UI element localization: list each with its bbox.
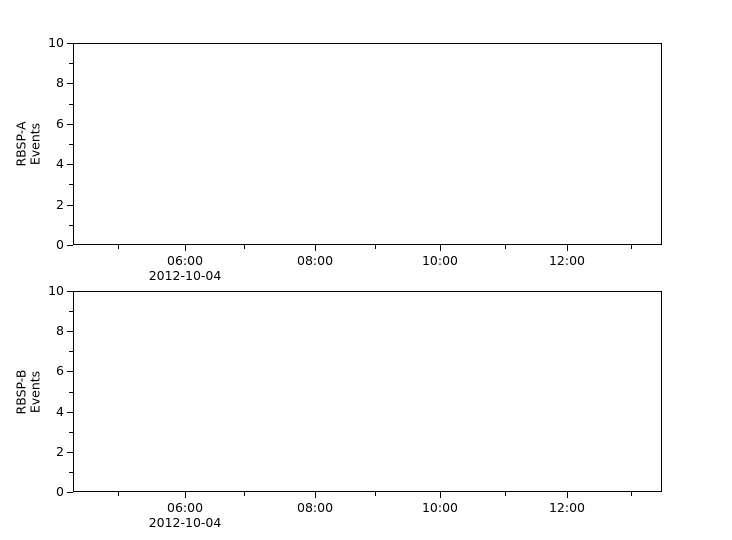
x-tick-minor (374, 492, 376, 496)
x-tick-label-group: 06:00 2012-10-04 (148, 253, 222, 284)
plot-area-rbsp-a (73, 43, 662, 245)
y-tick-minor (69, 184, 73, 186)
y-axis-label-line2: Events (27, 122, 42, 166)
y-tick-major (67, 245, 73, 246)
x-tick-major (440, 245, 441, 251)
x-tick-minor (631, 245, 633, 249)
y-tick-minor (69, 224, 73, 226)
y-tick-major (67, 83, 73, 85)
x-tick-major (440, 492, 441, 498)
y-tick-major (67, 492, 73, 493)
y-tick-label: 4 (56, 155, 64, 171)
x-tick-minor (243, 245, 245, 249)
y-tick-label: 0 (56, 236, 64, 252)
x-tick-minor (504, 492, 506, 496)
y-tick-label: 6 (56, 363, 64, 379)
x-tick-major (566, 245, 568, 251)
y-tick-major (67, 371, 73, 373)
y-tick-label: 2 (56, 196, 64, 212)
y-tick-minor (69, 351, 73, 353)
x-tick-major (315, 492, 317, 498)
plot-area-rbsp-b (73, 291, 662, 492)
x-tick-minor (117, 245, 119, 249)
x-tick-label: 08:00 (297, 500, 334, 515)
y-tick-major (67, 43, 73, 44)
x-tick-label: 08:00 (297, 253, 334, 268)
y-tick-major (67, 123, 73, 125)
y-tick-major (67, 291, 73, 292)
y-tick-minor (69, 391, 73, 393)
x-tick-minor (504, 245, 506, 249)
y-axis-label-rbsp-a: RBSP-A Events (13, 121, 43, 167)
x-tick-major (315, 245, 317, 251)
y-tick-major (67, 204, 73, 206)
x-axis-date-label: 2012-10-04 (148, 267, 222, 283)
x-tick-label: 10:00 (421, 253, 459, 268)
y-tick-minor (69, 471, 73, 473)
x-tick-major (185, 492, 187, 498)
y-axis-label-line1: RBSP-A (13, 121, 29, 167)
y-tick-major (67, 411, 73, 413)
x-tick-label: 06:00 (167, 253, 204, 268)
x-tick-major (566, 492, 568, 498)
panel-rbsp-a: RBSP-A Events 10 8 6 4 2 0 (14, 36, 662, 283)
x-tick-label: 06:00 (167, 500, 204, 515)
y-tick-major (67, 164, 73, 166)
y-tick-minor (69, 311, 73, 313)
y-tick-minor (69, 63, 73, 65)
x-axis-date-label: 2012-10-04 (148, 514, 222, 530)
y-axis-label-rbsp-b: RBSP-B Events (13, 369, 43, 414)
y-tick-label: 10 (48, 282, 64, 298)
x-tick-minor (631, 492, 633, 496)
y-tick-minor (69, 431, 73, 433)
y-tick-label: 0 (56, 483, 64, 499)
y-tick-label: 6 (56, 115, 64, 131)
x-tick-label: 12:00 (548, 253, 585, 268)
y-tick-major (67, 331, 73, 333)
x-tick-major (185, 245, 187, 251)
x-tick-label-group: 06:00 2012-10-04 (148, 500, 222, 531)
x-tick-minor (374, 245, 376, 249)
y-tick-minor (69, 144, 73, 145)
x-tick-minor (243, 492, 245, 496)
x-tick-label: 12:00 (548, 500, 585, 515)
y-axis-label-line2: Events (27, 370, 42, 413)
y-axis-label-line1: RBSP-B (13, 369, 29, 414)
y-tick-label: 2 (56, 443, 64, 459)
y-tick-label: 8 (56, 75, 64, 91)
y-tick-major (67, 451, 73, 453)
y-tick-label: 4 (56, 403, 64, 419)
y-tick-label: 8 (56, 322, 64, 338)
y-tick-minor (69, 103, 73, 105)
y-tick-label: 10 (48, 34, 64, 50)
x-tick-minor (117, 492, 119, 496)
x-tick-label: 10:00 (421, 500, 459, 515)
panel-rbsp-b: RBSP-B Events 10 8 6 4 2 0 06:00 2012- (14, 284, 662, 530)
